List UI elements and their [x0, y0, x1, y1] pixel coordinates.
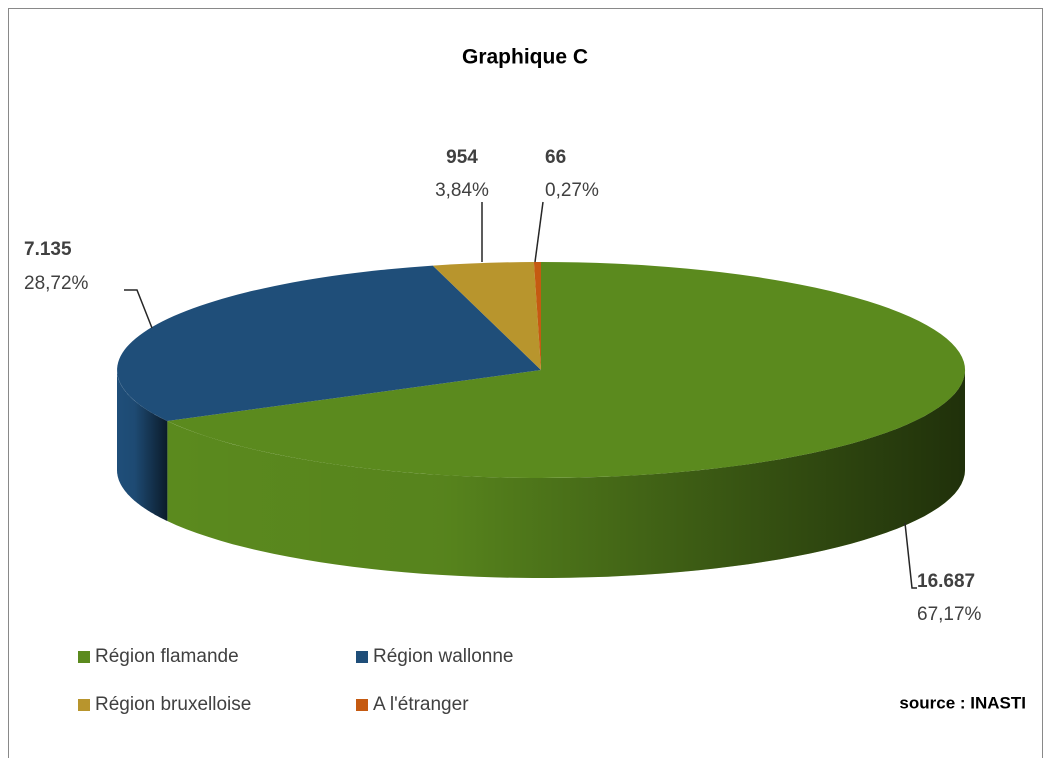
slice: [533, 261, 541, 370]
legend-label: A l'étranger: [373, 694, 469, 715]
legend-swatch: [356, 699, 368, 711]
slice-side-shade: [167, 370, 966, 578]
value-label: 954: [446, 147, 478, 168]
leader-line: [124, 289, 153, 329]
slice: [167, 262, 966, 478]
frame: [8, 8, 1043, 758]
slice-side-shade: [117, 370, 168, 521]
legend-swatch: [78, 651, 90, 663]
chart-title: Graphique C: [462, 46, 588, 69]
legend-swatch: [78, 699, 90, 711]
source: source : INASTI: [899, 693, 1026, 712]
leader-line: [904, 522, 917, 589]
value-label: 16.687: [917, 571, 975, 592]
percentage-label: 28,72%: [24, 273, 89, 294]
labels: 16.687 67,17% 7.135 28,72% 954 3,84% 66 0,27%: [24, 147, 982, 625]
legend-label: Région wallonne: [373, 646, 514, 667]
legend-label: Région bruxelloise: [95, 694, 251, 715]
legend-label: Région flamande: [95, 646, 239, 667]
pie: [117, 261, 966, 578]
slice: [117, 265, 541, 421]
value-label: 7.135: [24, 239, 72, 260]
leader-line: [534, 201, 544, 263]
slice: [432, 262, 541, 370]
percentage-label: 3,84%: [435, 180, 489, 201]
legend-swatch: [356, 651, 368, 663]
percentage-label: 67,17%: [917, 604, 982, 625]
percentage-label: 0,27%: [545, 180, 599, 201]
value-label: 66: [545, 147, 566, 168]
